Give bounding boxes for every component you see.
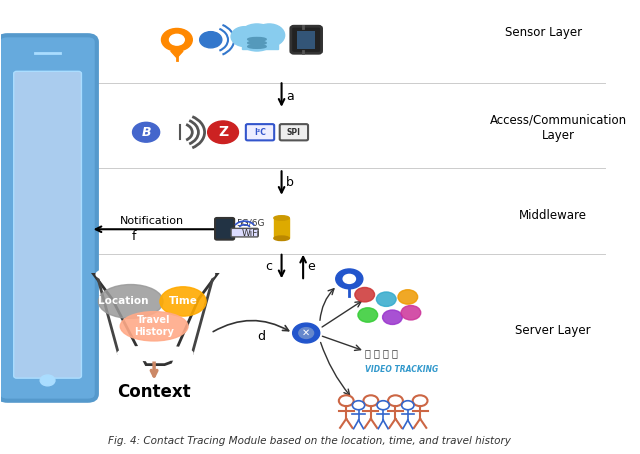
Text: VIDEO TRACKING: VIDEO TRACKING xyxy=(365,365,438,374)
Text: B: B xyxy=(141,126,151,139)
Circle shape xyxy=(161,29,192,51)
FancyBboxPatch shape xyxy=(215,218,234,240)
Circle shape xyxy=(200,32,222,48)
FancyBboxPatch shape xyxy=(297,31,316,49)
Text: Location: Location xyxy=(98,296,148,306)
FancyBboxPatch shape xyxy=(241,38,278,49)
Text: Sensor Layer: Sensor Layer xyxy=(505,26,582,39)
Ellipse shape xyxy=(97,265,214,283)
Polygon shape xyxy=(171,51,183,58)
Text: ✕: ✕ xyxy=(302,328,310,338)
Circle shape xyxy=(355,287,374,302)
Text: Time: Time xyxy=(168,296,198,306)
Circle shape xyxy=(239,24,275,51)
Circle shape xyxy=(401,306,420,320)
Text: b: b xyxy=(286,176,294,189)
Circle shape xyxy=(207,121,239,143)
Text: 5G/6G
WiFi: 5G/6G WiFi xyxy=(237,218,265,237)
Circle shape xyxy=(292,323,320,343)
Circle shape xyxy=(343,274,355,283)
Circle shape xyxy=(231,27,258,46)
Ellipse shape xyxy=(248,44,266,48)
Circle shape xyxy=(299,328,314,338)
Bar xyxy=(274,218,289,238)
Text: Notification: Notification xyxy=(120,216,184,226)
Circle shape xyxy=(376,292,396,306)
Text: Travel
History: Travel History xyxy=(134,316,174,337)
Ellipse shape xyxy=(118,346,192,360)
FancyBboxPatch shape xyxy=(0,35,97,401)
Circle shape xyxy=(170,35,184,45)
Circle shape xyxy=(40,375,55,386)
Ellipse shape xyxy=(274,216,289,220)
Ellipse shape xyxy=(248,38,266,41)
FancyBboxPatch shape xyxy=(291,26,321,53)
Text: Context: Context xyxy=(117,383,191,401)
Text: Access/Communication
Layer: Access/Communication Layer xyxy=(490,114,627,142)
FancyBboxPatch shape xyxy=(280,124,308,140)
Text: c: c xyxy=(266,260,273,273)
Text: a: a xyxy=(286,89,294,103)
Text: I²C: I²C xyxy=(254,128,266,137)
FancyBboxPatch shape xyxy=(231,228,258,237)
Ellipse shape xyxy=(160,287,206,316)
Text: 🚶 🏃 🚴 🚗: 🚶 🏃 🚴 🚗 xyxy=(365,348,397,358)
Ellipse shape xyxy=(99,285,163,318)
Ellipse shape xyxy=(120,311,188,341)
Text: Server Layer: Server Layer xyxy=(515,324,590,337)
Ellipse shape xyxy=(248,41,266,44)
Circle shape xyxy=(132,122,159,142)
Text: d: d xyxy=(257,330,265,343)
Text: Middleware: Middleware xyxy=(518,209,586,222)
Circle shape xyxy=(383,310,403,325)
Text: e: e xyxy=(307,260,315,273)
Circle shape xyxy=(358,308,378,322)
FancyBboxPatch shape xyxy=(246,124,274,140)
Circle shape xyxy=(336,269,363,289)
Text: Fig. 4: Contact Tracing Module based on the location, time, and travel history: Fig. 4: Contact Tracing Module based on … xyxy=(108,436,511,446)
Circle shape xyxy=(254,24,285,46)
Text: f: f xyxy=(132,231,136,243)
Text: Z: Z xyxy=(218,125,228,139)
Ellipse shape xyxy=(274,236,289,241)
FancyBboxPatch shape xyxy=(13,71,81,378)
Circle shape xyxy=(398,290,418,304)
Text: SPI: SPI xyxy=(287,128,301,137)
